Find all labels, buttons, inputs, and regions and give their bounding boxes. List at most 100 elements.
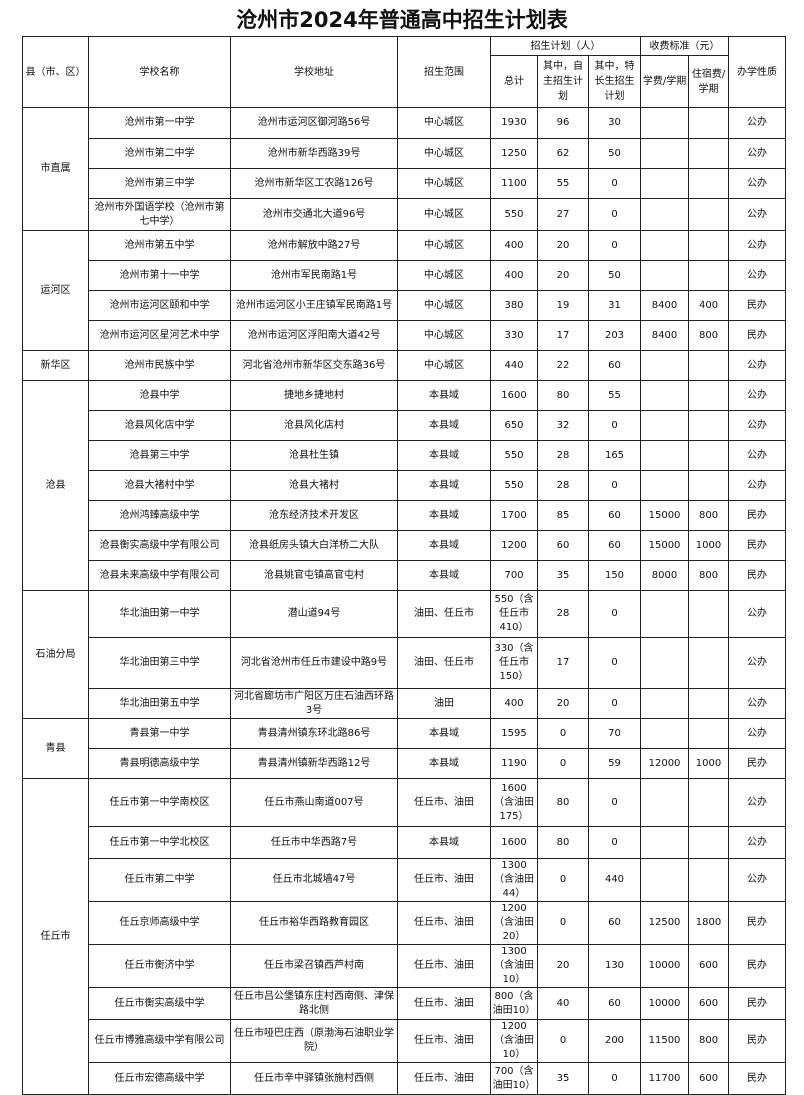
- tuition-cell: [640, 350, 690, 381]
- school-name-cell: 沧州市外国语学校（沧州市第七中学）: [88, 198, 231, 231]
- plan-total-cell: 1600（含油田175）: [490, 778, 538, 827]
- tuition-cell: [640, 168, 690, 199]
- plan-total-cell: 550: [490, 470, 538, 501]
- school-name-cell: 任丘市第一中学南校区: [88, 778, 231, 827]
- plan-total-cell: 650: [490, 410, 538, 441]
- school-type-cell: 公办: [728, 718, 787, 749]
- boarding-fee-cell: [688, 858, 730, 902]
- school-address-cell: 河北省沧州市任丘市建设中路9号: [230, 637, 398, 689]
- table-row: 任丘市衡实高级中学 任丘市吕公堡镇东庄村西南侧、津保路北侧 任丘市、油田 800（含油…: [23, 987, 787, 1020]
- header-school: 学校名称: [88, 36, 231, 108]
- tuition-cell: 10000: [640, 944, 690, 988]
- boarding-fee-cell: [688, 230, 730, 261]
- plan-special-cell: 0: [587, 688, 642, 719]
- header-self: 其中，自主招生计划: [537, 55, 589, 108]
- plan-self-cell: 55: [537, 168, 589, 199]
- enrollment-scope-cell: 任丘市、油田: [397, 858, 491, 902]
- school-name-cell: 沧县大褚村中学: [88, 470, 231, 501]
- school-address-cell: 沧州市新华区工农路126号: [230, 168, 398, 199]
- school-name-cell: 任丘市第一中学北校区: [88, 826, 231, 859]
- tuition-cell: 8000: [640, 560, 690, 591]
- school-name-cell: 沧州鸿臻高级中学: [88, 500, 231, 531]
- tuition-cell: [640, 107, 690, 139]
- enrollment-scope-cell: 任丘市、油田: [397, 944, 491, 988]
- plan-special-cell: 0: [587, 590, 642, 638]
- boarding-fee-cell: [688, 380, 730, 411]
- plan-special-cell: 165: [587, 440, 642, 471]
- header-board: 住宿费/学期: [688, 55, 730, 108]
- table-row: 任丘市博雅高级中学有限公司 任丘市哑巴庄西（原渤海石油职业学院） 任丘市、油田 120…: [23, 1019, 787, 1063]
- enrollment-scope-cell: 本县域: [397, 560, 491, 591]
- boarding-fee-cell: 800: [688, 320, 730, 351]
- plan-special-cell: 60: [587, 901, 642, 945]
- table-row: 石油分局 华北油田第一中学 潜山道94号 油田、任丘市 550（含任丘市410） 28 0 公…: [22, 590, 787, 719]
- header-county: 县（市、区）: [22, 36, 89, 108]
- school-address-cell: 沧州市运河区浮阳南大道42号: [230, 320, 398, 351]
- school-name-cell: 华北油田第五中学: [88, 688, 231, 719]
- table-row: 任丘市第二中学 任丘市北城墙47号 任丘市、油田 1300（含油田44） 0 440 公办: [23, 858, 787, 902]
- plan-self-cell: 80: [537, 778, 589, 827]
- plan-self-cell: 28: [537, 590, 589, 638]
- county-cell: 青县: [22, 718, 89, 779]
- plan-total-cell: 1930: [490, 107, 538, 139]
- plan-self-cell: 62: [537, 138, 589, 169]
- plan-self-cell: 60: [537, 530, 589, 561]
- school-name-cell: 任丘市第二中学: [88, 858, 231, 902]
- tuition-cell: [640, 440, 690, 471]
- plan-self-cell: 28: [537, 440, 589, 471]
- enrollment-scope-cell: 中心城区: [397, 260, 491, 291]
- school-address-cell: 任丘市燕山南道007号: [230, 778, 398, 827]
- school-type-cell: 公办: [728, 440, 787, 471]
- table-row: 市直属 沧州市第一中学 沧州市运河区御河路56号 中心城区 1930 96 30 公办: [22, 107, 787, 231]
- plan-self-cell: 27: [537, 198, 589, 231]
- school-name-cell: 华北油田第一中学: [88, 590, 231, 638]
- table-row: 沧县风化店中学 沧县风化店村 本县域 650 32 0 公办: [23, 410, 787, 441]
- plan-self-cell: 28: [537, 470, 589, 501]
- school-name-cell: 沧州市第十一中学: [88, 260, 231, 291]
- plan-self-cell: 96: [537, 107, 589, 139]
- plan-special-cell: 0: [587, 778, 642, 827]
- boarding-fee-cell: 600: [688, 1062, 730, 1095]
- school-name-cell: 沧州市民族中学: [88, 350, 231, 381]
- school-type-cell: 公办: [728, 826, 787, 859]
- plan-special-cell: 59: [587, 748, 642, 779]
- boarding-fee-cell: [688, 107, 730, 139]
- tuition-cell: 11500: [640, 1019, 690, 1063]
- plan-special-cell: 60: [587, 530, 642, 561]
- table-row: 沧州市第二中学 沧州市新华西路39号 中心城区 1250 62 50 公办: [23, 138, 787, 169]
- enrollment-scope-cell: 任丘市、油田: [397, 987, 491, 1020]
- plan-total-cell: 400: [490, 230, 538, 261]
- school-type-cell: 民办: [728, 320, 787, 351]
- enrollment-scope-cell: 本县域: [397, 380, 491, 411]
- school-name-cell: 青县明德高级中学: [88, 748, 231, 779]
- enrollment-scope-cell: 油田、任丘市: [397, 637, 491, 689]
- enrollment-scope-cell: 本县域: [397, 410, 491, 441]
- school-name-cell: 沧州市第五中学: [88, 230, 231, 261]
- plan-self-cell: 0: [537, 1019, 589, 1063]
- county-cell: 新华区: [22, 350, 89, 381]
- plan-self-cell: 0: [537, 858, 589, 902]
- plan-total-cell: 1200（含油田20）: [490, 901, 538, 945]
- enrollment-plan-table: 县（市、区） 学校名称 学校地址 招生范围 招生计划（人） 收费标准（元） 办学…: [22, 36, 787, 1095]
- school-address-cell: 任丘市北城墙47号: [230, 858, 398, 902]
- table-body: 市直属 沧州市第一中学 沧州市运河区御河路56号 中心城区 1930 96 30 公办 沧州市第…: [22, 107, 787, 1095]
- table-row: 青县 青县第一中学 青县清州镇东环北路86号 本县域 1595 0 70 公办: [22, 718, 787, 779]
- enrollment-scope-cell: 中心城区: [397, 168, 491, 199]
- plan-self-cell: 17: [537, 637, 589, 689]
- table-row: 沧州市运河区颐和中学 沧州市运河区小王庄镇军民南路1号 中心城区 380 19 31 840…: [23, 290, 787, 321]
- plan-special-cell: 0: [587, 1062, 642, 1095]
- school-name-cell: 沧州市运河区颐和中学: [88, 290, 231, 321]
- school-type-cell: 公办: [728, 138, 787, 169]
- enrollment-scope-cell: 中心城区: [397, 107, 491, 139]
- school-address-cell: 沧州市解放中路27号: [230, 230, 398, 261]
- school-type-cell: 公办: [728, 470, 787, 501]
- plan-self-cell: 22: [537, 350, 589, 381]
- plan-total-cell: 1250: [490, 138, 538, 169]
- table-row: 青县明德高级中学 青县清州镇新华西路12号 本县域 1190 0 59 12000 1000 民…: [23, 748, 787, 779]
- tuition-cell: 8400: [640, 320, 690, 351]
- plan-total-cell: 700（含油田10）: [490, 1062, 538, 1095]
- enrollment-scope-cell: 本县域: [397, 470, 491, 501]
- plan-total-cell: 1200: [490, 530, 538, 561]
- plan-special-cell: 0: [587, 826, 642, 859]
- plan-special-cell: 55: [587, 380, 642, 411]
